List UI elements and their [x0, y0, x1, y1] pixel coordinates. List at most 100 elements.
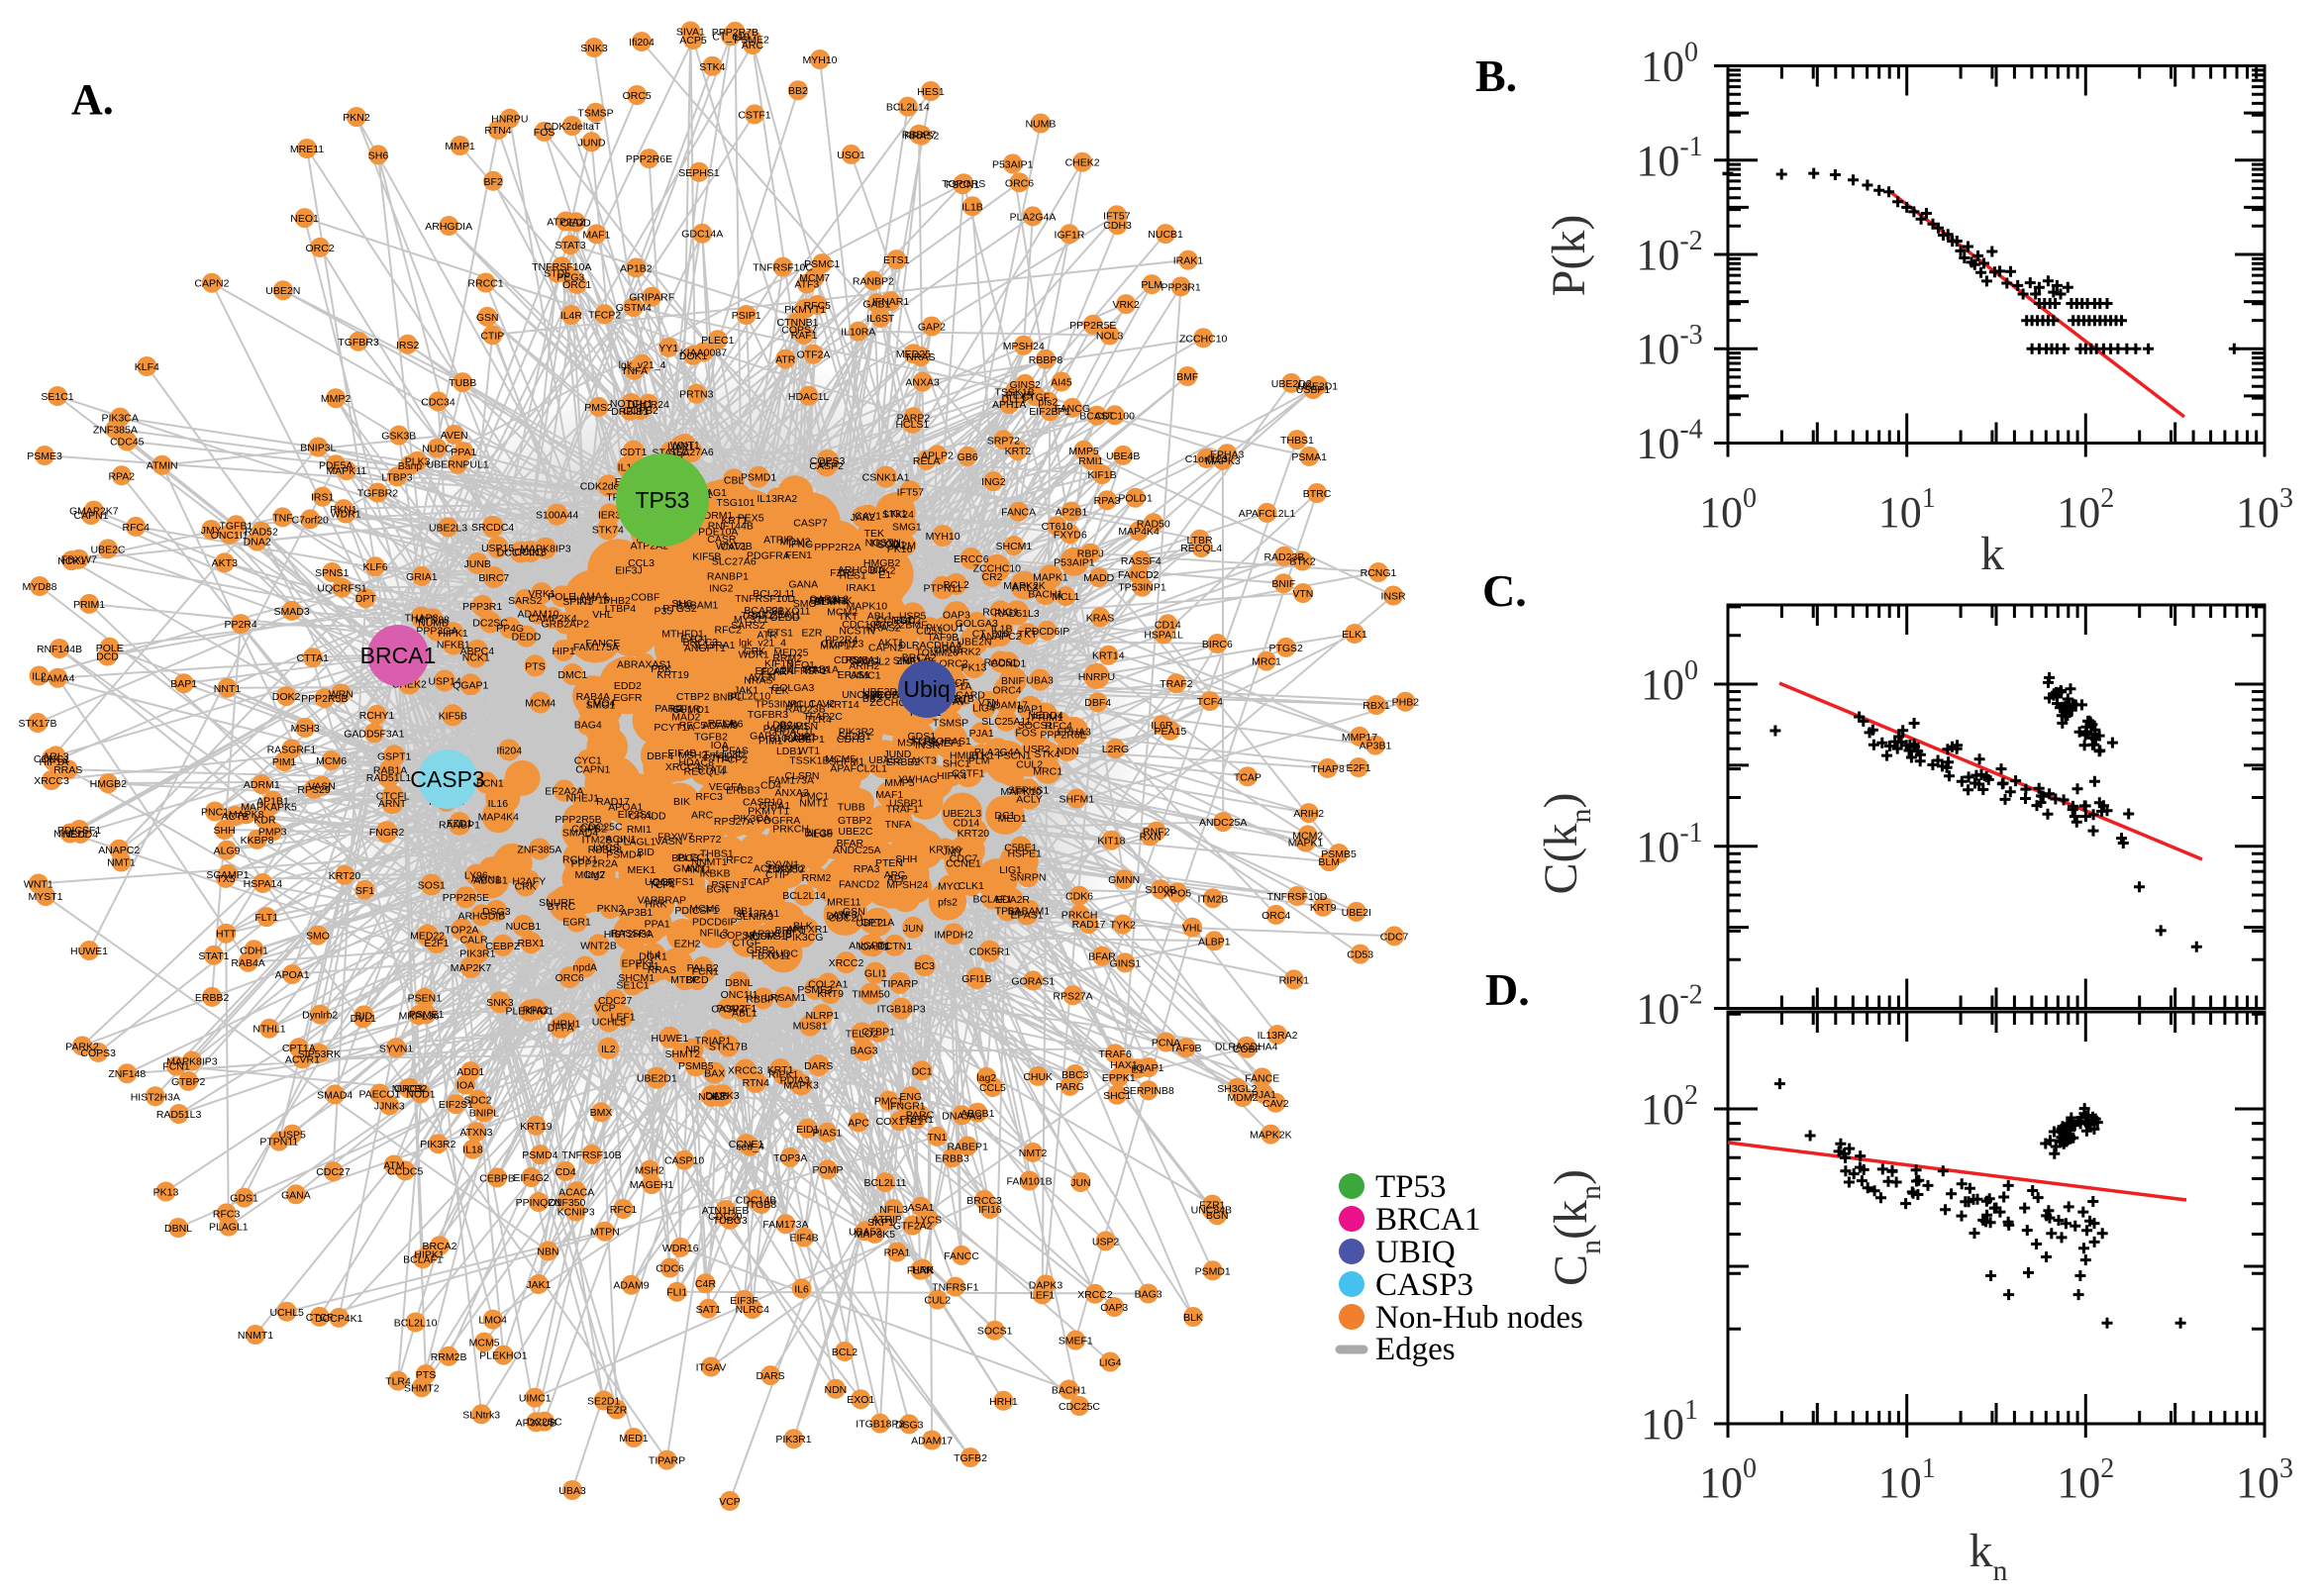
svg-text:UIMC1: UIMC1 — [519, 1393, 552, 1405]
svg-text:INSR: INSR — [1381, 591, 1407, 603]
svg-text:EIF3J: EIF3J — [615, 564, 642, 576]
svg-text:BAP1: BAP1 — [170, 678, 197, 690]
svg-text:IL10RA: IL10RA — [841, 327, 875, 339]
svg-text:EIF3F: EIF3F — [730, 1295, 758, 1307]
svg-text:KRT19: KRT19 — [520, 1121, 553, 1133]
svg-text:KDR: KDR — [253, 815, 276, 827]
svg-text:IL1B: IL1B — [961, 201, 983, 213]
svg-text:XRCC3: XRCC3 — [728, 1065, 763, 1077]
svg-text:ACIN1: ACIN1 — [606, 834, 637, 846]
svg-text:IRS2: IRS2 — [396, 340, 420, 351]
svg-text:IOAP1: IOAP1 — [1134, 1062, 1164, 1074]
svg-text:S100A44: S100A44 — [536, 510, 578, 522]
svg-text:FNGR2: FNGR2 — [369, 827, 405, 839]
svg-text:HNRPU: HNRPU — [1078, 671, 1115, 683]
svg-text:HSPA14: HSPA14 — [244, 878, 283, 890]
svg-text:TCAP: TCAP — [1234, 771, 1262, 783]
svg-text:HCLS1: HCLS1 — [895, 419, 929, 431]
svg-text:JUN: JUN — [1070, 1177, 1090, 1189]
svg-text:SHMT2: SHMT2 — [404, 1382, 440, 1394]
svg-text:TGFB2: TGFB2 — [694, 731, 728, 743]
svg-text:PLAGL1: PLAGL1 — [209, 1222, 249, 1234]
svg-text:TEK: TEK — [864, 528, 884, 540]
svg-text:CCL18: CCL18 — [514, 547, 547, 558]
svg-text:CDC34: CDC34 — [421, 396, 455, 408]
svg-text:CUL2: CUL2 — [924, 1295, 951, 1307]
svg-text:BMX: BMX — [590, 1107, 613, 1119]
svg-text:CDC100: CDC100 — [1095, 410, 1135, 422]
svg-text:UBE2L3: UBE2L3 — [429, 522, 467, 534]
svg-text:RANBP2: RANBP2 — [853, 275, 894, 287]
svg-text:PMP3: PMP3 — [258, 827, 287, 839]
svg-text:TNFRSF10D: TNFRSF10D — [1267, 891, 1328, 903]
svg-text:MMP5: MMP5 — [1068, 446, 1098, 457]
svg-text:HIST2H3A: HIST2H3A — [131, 1091, 180, 1103]
svg-text:DOK2: DOK2 — [272, 691, 301, 703]
svg-text:CDK5R1: CDK5R1 — [969, 947, 1011, 958]
svg-text:Ifi204: Ifi204 — [496, 746, 522, 757]
svg-text:GTBP2: GTBP2 — [838, 815, 872, 827]
svg-text:NFIL3: NFIL3 — [879, 1204, 908, 1216]
svg-text:GANA: GANA — [788, 578, 818, 590]
svg-text:SYVN1: SYVN1 — [379, 1043, 414, 1054]
svg-text:SHFM1: SHFM1 — [1060, 794, 1095, 806]
svg-text:SOD1: SOD1 — [877, 540, 906, 551]
svg-text:ERCC6: ERCC6 — [954, 553, 989, 565]
svg-text:KIF5B: KIF5B — [439, 710, 467, 722]
svg-text:HNRPU: HNRPU — [491, 114, 528, 126]
svg-text:BCL2: BCL2 — [832, 1347, 858, 1358]
svg-text:ARHGDIB: ARHGDIB — [457, 910, 505, 922]
svg-text:RAB1A: RAB1A — [373, 765, 407, 777]
svg-text:FEN1: FEN1 — [785, 549, 812, 561]
svg-text:ERBB3: ERBB3 — [935, 1152, 969, 1164]
svg-text:BAG4: BAG4 — [574, 720, 602, 732]
svg-text:BACH1: BACH1 — [1052, 1385, 1086, 1397]
svg-text:UBE2N: UBE2N — [265, 285, 300, 297]
svg-text:UBE2D1: UBE2D1 — [637, 1073, 677, 1085]
svg-text:AXIN1: AXIN1 — [471, 874, 502, 886]
svg-text:XRCC2: XRCC2 — [829, 957, 864, 969]
svg-text:BC3: BC3 — [915, 960, 936, 972]
svg-text:LMO4: LMO4 — [587, 698, 616, 710]
svg-text:NMT1: NMT1 — [107, 857, 136, 869]
svg-text:CBL: CBL — [724, 474, 745, 486]
svg-text:HUWE1: HUWE1 — [70, 946, 108, 957]
svg-text:USP15: USP15 — [481, 543, 514, 554]
svg-text:ZNF385A: ZNF385A — [93, 424, 138, 436]
svg-text:RNF144B: RNF144B — [37, 644, 82, 655]
svg-text:ANAPC2: ANAPC2 — [98, 845, 140, 856]
svg-text:FANCE: FANCE — [1245, 1072, 1279, 1084]
svg-text:PLA2G4A: PLA2G4A — [1010, 211, 1057, 223]
svg-text:ATR: ATR — [757, 630, 777, 642]
svg-text:VCP: VCP — [719, 1496, 741, 1508]
svg-text:SHC1: SHC1 — [1103, 1090, 1131, 1102]
svg-text:PZP22: PZP22 — [873, 620, 905, 632]
svg-text:MRC1: MRC1 — [1252, 656, 1281, 668]
svg-text:BIK: BIK — [673, 796, 690, 808]
svg-text:LIG1: LIG1 — [999, 864, 1022, 876]
svg-text:PDICSF1: PDICSF1 — [57, 825, 102, 837]
svg-text:DEDD: DEDD — [512, 632, 542, 644]
svg-text:ATF3: ATF3 — [794, 279, 819, 291]
svg-text:MSH2: MSH2 — [636, 1165, 664, 1177]
svg-text:PALB2: PALB2 — [687, 962, 719, 974]
svg-text:CAPN2: CAPN2 — [194, 278, 229, 290]
svg-text:NNMT1: NNMT1 — [238, 1330, 273, 1342]
svg-text:TRIAP1: TRIAP1 — [695, 1035, 732, 1047]
svg-text:PAECO1: PAECO1 — [358, 1089, 400, 1101]
svg-text:HIST2H3A: HIST2H3A — [604, 929, 654, 941]
svg-text:NDN: NDN — [1057, 746, 1079, 757]
svg-text:WNT2B: WNT2B — [580, 940, 617, 951]
svg-text:PRIM1: PRIM1 — [1031, 712, 1062, 724]
svg-text:D.: D. — [1485, 964, 1530, 1015]
svg-text:DBF4: DBF4 — [1084, 697, 1111, 709]
svg-text:RAD51L3: RAD51L3 — [156, 1109, 202, 1121]
svg-text:CSTF1: CSTF1 — [738, 109, 770, 121]
svg-text:MMP1: MMP1 — [445, 141, 474, 152]
svg-text:MYH10: MYH10 — [802, 54, 837, 66]
svg-text:GRIPARF: GRIPARF — [629, 292, 674, 304]
svg-text:PPP2R2A: PPP2R2A — [814, 542, 860, 553]
svg-text:ALG9: ALG9 — [806, 829, 833, 841]
svg-text:P53AIP1: P53AIP1 — [992, 158, 1034, 170]
svg-text:ZNF148: ZNF148 — [108, 1068, 146, 1080]
